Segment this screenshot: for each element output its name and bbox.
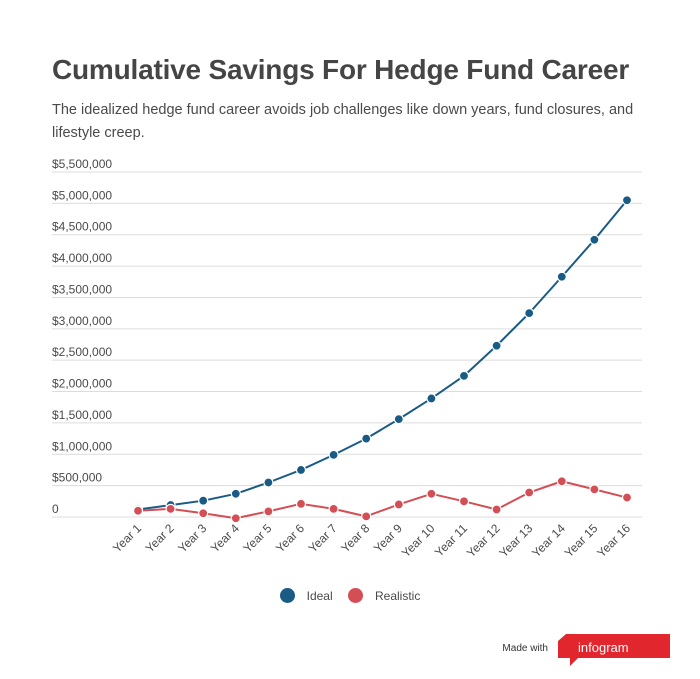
data-point-ideal — [198, 495, 209, 506]
chart-title: Cumulative Savings For Hedge Fund Career — [52, 54, 630, 85]
x-tick-label: Year 3 — [175, 521, 209, 555]
data-point-realistic — [230, 513, 241, 524]
data-point-realistic — [132, 505, 144, 516]
y-tick-label: $5,500,000 — [52, 157, 112, 171]
data-point-realistic — [458, 496, 470, 507]
y-tick-label: $3,000,000 — [52, 314, 112, 328]
data-point-realistic — [491, 504, 502, 515]
data-point-realistic — [328, 503, 339, 514]
data-point-ideal — [361, 433, 372, 444]
series-line-realistic — [137, 480, 628, 520]
x-tick-label: Year 1 — [110, 521, 144, 555]
x-tick-label: Year 15 — [562, 521, 601, 560]
data-point-realistic — [426, 488, 437, 499]
y-tick-label: $1,000,000 — [52, 439, 112, 453]
y-tick-label: $4,000,000 — [52, 251, 112, 265]
y-tick-label: $2,500,000 — [52, 345, 112, 359]
data-point-realistic — [524, 487, 535, 498]
infogram-logo-shape — [558, 634, 670, 666]
data-point-realistic — [589, 484, 600, 495]
y-tick-label: $5,000,000 — [52, 188, 112, 202]
data-point-ideal — [621, 195, 633, 206]
data-point-realistic — [621, 492, 633, 503]
chart-legend: Ideal Realistic — [0, 588, 700, 604]
data-point-ideal — [589, 234, 600, 245]
legend-swatch-ideal — [279, 588, 295, 604]
y-tick-label: 0 — [52, 502, 59, 516]
data-point-ideal — [263, 477, 274, 488]
data-point-ideal — [230, 488, 241, 499]
data-point-ideal — [556, 271, 567, 282]
data-point-ideal — [426, 393, 437, 404]
data-point-realistic — [556, 476, 567, 487]
x-tick-label: Year 11 — [432, 521, 470, 559]
x-tick-label: Year 8 — [338, 521, 372, 555]
x-tick-label: Year 12 — [464, 521, 503, 560]
data-point-ideal — [295, 464, 307, 476]
y-tick-label: $500,000 — [52, 471, 102, 485]
data-point-realistic — [393, 499, 404, 510]
infogram-logo-text: infogram — [578, 640, 629, 655]
x-tick-label: Year 7 — [306, 521, 340, 555]
data-point-ideal — [524, 308, 535, 319]
y-tick-label: $2,000,000 — [52, 377, 112, 391]
legend-label-realistic: Realistic — [375, 588, 421, 603]
data-point-ideal — [393, 414, 404, 425]
x-tick-label: Year 5 — [240, 521, 274, 555]
y-tick-label: $4,500,000 — [52, 220, 112, 234]
data-point-ideal — [458, 370, 470, 381]
x-tick-label: Year 6 — [273, 521, 307, 555]
data-point-realistic — [165, 503, 176, 514]
legend-item-ideal[interactable]: Ideal — [279, 588, 333, 604]
x-tick-label: Year 14 — [529, 521, 568, 560]
data-point-realistic — [263, 506, 274, 517]
legend-item-realistic[interactable]: Realistic — [348, 588, 421, 604]
data-point-realistic — [361, 511, 372, 522]
x-tick-label: Year 10 — [399, 521, 438, 560]
data-point-realistic — [198, 508, 209, 519]
series-line-ideal — [137, 199, 628, 511]
line-chart: 0 $500,000 $1,000,000 $1,500,000 $2,000,000 $… — [52, 157, 642, 560]
x-tick-label: Year 4 — [208, 521, 242, 555]
x-tick-label: Year 13 — [496, 521, 535, 560]
x-tick-label: Year 2 — [143, 521, 177, 555]
made-with-text: Made with — [502, 643, 548, 654]
infogram-logo[interactable]: infogram — [558, 634, 670, 666]
legend-swatch-realistic — [348, 588, 363, 604]
y-tick-label: $1,500,000 — [52, 408, 112, 422]
legend-label-ideal: Ideal — [306, 588, 333, 603]
chart-subtitle: The idealized hedge fund career avoids j… — [52, 102, 634, 141]
y-tick-label: $3,500,000 — [52, 282, 112, 296]
data-point-ideal — [491, 340, 502, 351]
data-point-realistic — [295, 498, 307, 509]
x-tick-label: Year 16 — [594, 521, 633, 560]
data-point-ideal — [328, 449, 339, 460]
